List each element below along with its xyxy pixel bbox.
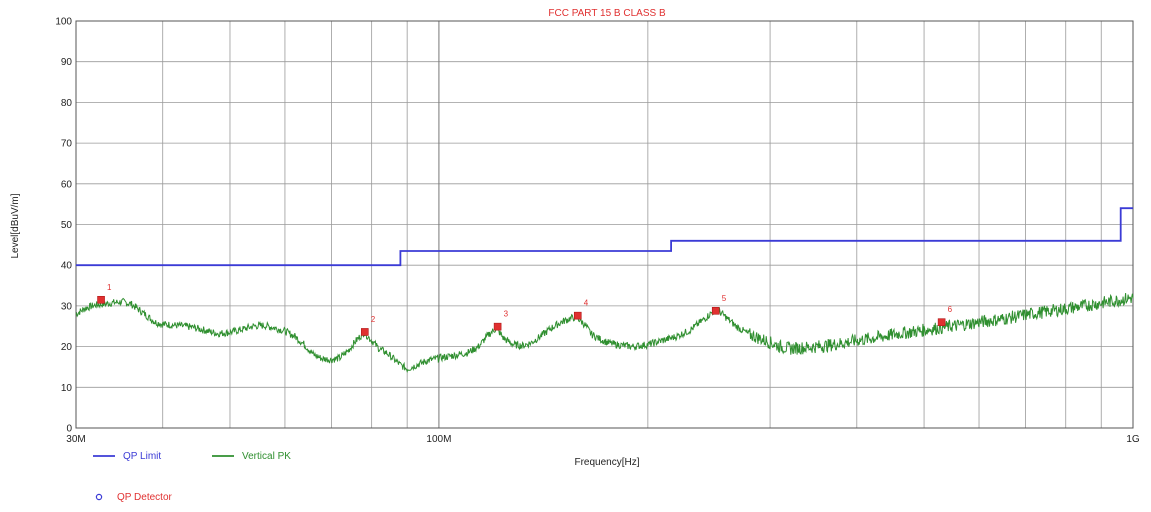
peak-marker-label: 6 xyxy=(948,305,953,314)
peak-marker xyxy=(711,306,720,315)
y-axis-ticks: 0 10 20 30 40 50 60 70 80 90 100 xyxy=(55,17,72,435)
y-tick-label: 100 xyxy=(55,17,72,28)
series-line-vertical-pk xyxy=(75,292,1134,374)
y-tick-label: 70 xyxy=(61,139,73,150)
y-tick-label: 20 xyxy=(61,342,73,353)
y-tick-label: 0 xyxy=(66,424,72,435)
peak-markers: 1 2 3 4 5 6 xyxy=(97,283,953,336)
series-layer xyxy=(75,207,1134,374)
peak-marker-label: 2 xyxy=(371,315,376,324)
x-tick-label: 30M xyxy=(66,434,85,445)
y-tick-label: 10 xyxy=(61,383,73,394)
y-tick-label: 80 xyxy=(61,98,73,109)
peak-marker-label: 3 xyxy=(504,310,509,319)
peak-marker xyxy=(493,322,502,331)
y-tick-label: 60 xyxy=(61,179,73,190)
chart-title: FCC PART 15 B CLASS B xyxy=(548,8,666,19)
peak-marker-label: 1 xyxy=(107,283,112,292)
legend-swatch xyxy=(95,493,103,501)
x-tick-label: 1G xyxy=(1126,434,1140,445)
peak-marker xyxy=(937,318,946,326)
y-axis-label: Level[dBuV/m] xyxy=(10,193,21,258)
peak-marker xyxy=(573,311,582,320)
peak-marker-label: 4 xyxy=(584,299,589,308)
legend-label: QP Limit xyxy=(123,451,161,462)
peak-marker xyxy=(360,328,369,336)
grid-lines xyxy=(75,20,1133,429)
legend-item-qp-limit: QP Limit xyxy=(93,451,161,462)
legend-item-qp-detector: QP Detector xyxy=(95,492,173,503)
x-tick-label: 100M xyxy=(426,434,451,445)
y-tick-label: 40 xyxy=(61,261,73,272)
y-tick-label: 30 xyxy=(61,301,73,312)
x-axis-label: Frequency[Hz] xyxy=(574,457,639,468)
legend: QP Limit Vertical PK QP Detector xyxy=(93,451,291,503)
legend-item-vertical-pk: Vertical PK xyxy=(212,451,291,462)
peak-marker-label: 5 xyxy=(722,294,727,303)
peak-marker xyxy=(97,295,105,304)
y-tick-label: 90 xyxy=(61,57,73,68)
plot-frame xyxy=(75,20,1134,429)
legend-label: QP Detector xyxy=(117,492,173,503)
y-tick-label: 50 xyxy=(61,220,73,231)
series-line-qp-limit xyxy=(76,207,1133,267)
legend-label: Vertical PK xyxy=(242,451,291,462)
x-axis-ticks: 30M 100M 1G xyxy=(66,434,1140,445)
